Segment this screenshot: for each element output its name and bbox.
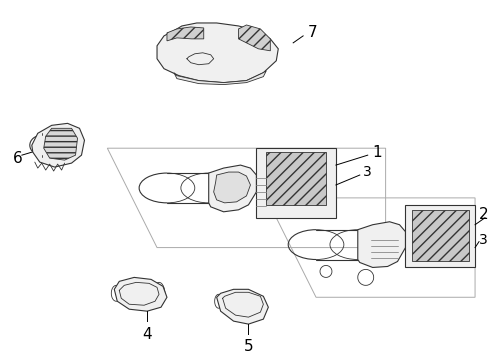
Text: 7: 7: [307, 26, 317, 40]
Polygon shape: [405, 205, 474, 267]
Text: 2: 2: [478, 207, 488, 222]
Polygon shape: [166, 27, 203, 41]
Text: 3: 3: [362, 165, 371, 179]
Polygon shape: [208, 165, 256, 212]
Polygon shape: [266, 152, 325, 205]
Polygon shape: [114, 278, 166, 311]
Polygon shape: [157, 23, 278, 82]
Polygon shape: [216, 289, 268, 324]
Text: 5: 5: [243, 339, 253, 354]
Polygon shape: [43, 128, 78, 160]
Polygon shape: [256, 148, 335, 218]
Text: 3: 3: [478, 233, 487, 247]
Text: 4: 4: [142, 327, 152, 342]
Text: 1: 1: [372, 145, 382, 160]
Text: 6: 6: [13, 150, 23, 166]
Polygon shape: [411, 210, 468, 261]
Polygon shape: [174, 71, 266, 85]
Polygon shape: [238, 25, 270, 51]
Polygon shape: [32, 123, 84, 167]
Polygon shape: [357, 222, 405, 267]
Polygon shape: [213, 172, 250, 203]
